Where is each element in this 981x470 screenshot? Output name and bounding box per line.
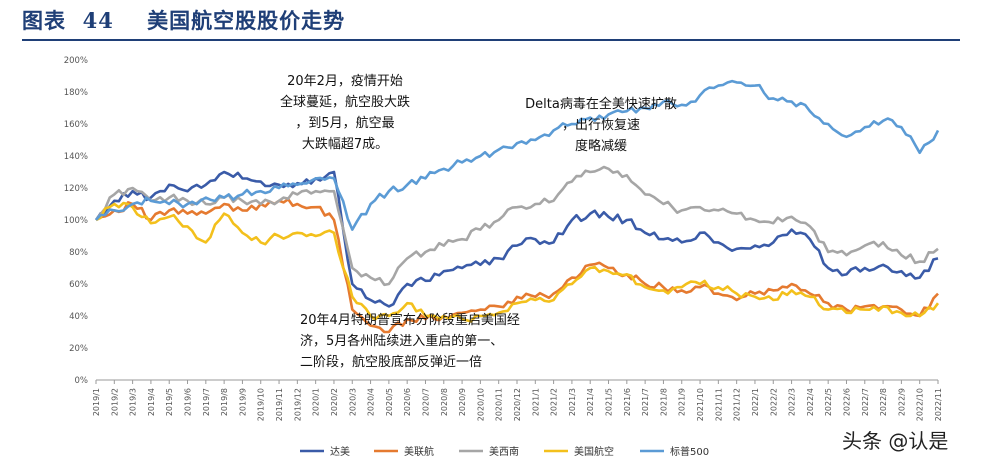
annotation-1: Delta病毒在全美快速扩散，出行恢复速度略减缓	[525, 96, 677, 154]
annotation-0: 20年2月，疫情开始全球蔓延，航空股大跌，到5月，航空最大跌幅超7成。	[280, 73, 410, 152]
x-tick-label: 2020/9	[458, 388, 467, 416]
legend-label-4: 标普500	[670, 445, 709, 458]
x-tick-label: 2020/12	[513, 388, 522, 421]
watermark: 头条 @认是	[842, 429, 949, 453]
x-tick-label: 2021/11	[714, 388, 723, 421]
series-line-3	[95, 201, 940, 323]
x-tick-label: 2022/6	[842, 388, 851, 416]
x-tick-label: 2019/1	[92, 388, 101, 416]
x-tick-label: 2020/11	[495, 388, 504, 421]
x-tick-label: 2020/3	[348, 388, 357, 416]
x-tick-label: 2021/3	[568, 388, 577, 416]
x-tick-label: 2019/11	[275, 388, 284, 421]
x-tick-label: 2020/2	[330, 388, 339, 416]
y-tick-label: 120%	[64, 184, 88, 194]
x-tick-label: 2021/1	[531, 388, 540, 416]
x-tick-label: 2021/10	[696, 388, 705, 421]
series-line-0	[94, 170, 939, 308]
title-divider	[22, 39, 960, 41]
y-tick-label: 180%	[64, 88, 88, 98]
x-tick-label: 2021/5	[605, 388, 614, 416]
x-tick-label: 2022/10	[916, 388, 925, 421]
legend-label-0: 达美	[330, 445, 350, 458]
y-tick-label: 100%	[64, 216, 88, 226]
x-tick-label: 2020/10	[476, 388, 485, 421]
series-line-1	[95, 198, 939, 334]
y-tick-label: 140%	[64, 152, 88, 162]
y-tick-label: 80%	[69, 248, 88, 258]
x-tick-label: 2020/8	[440, 388, 449, 416]
x-tick-label: 2022/9	[897, 388, 906, 416]
x-tick-label: 2019/7	[202, 388, 211, 416]
x-tick-label: 2021/12	[733, 388, 742, 421]
x-tick-label: 2020/6	[403, 388, 412, 416]
y-tick-label: 200%	[64, 56, 88, 66]
series-line-2	[94, 165, 939, 287]
x-tick-label: 2019/4	[147, 388, 156, 416]
x-tick-label: 2019/8	[220, 388, 229, 416]
legend-label-1: 美联航	[404, 445, 434, 458]
series-line-4	[95, 79, 940, 231]
x-tick-label: 2019/5	[165, 388, 174, 416]
x-tick-label: 2021/7	[641, 388, 650, 416]
y-tick-label: 20%	[69, 344, 88, 354]
y-tick-label: 60%	[69, 280, 88, 290]
y-tick-label: 0%	[75, 376, 89, 386]
x-tick-label: 2022/1	[751, 388, 760, 416]
annotation-2: 20年4月特朗普宣布分阶段重启美国经济，5月各州陆续进入重启的第一、二阶段，航空…	[300, 312, 520, 370]
x-tick-label: 2021/6	[623, 388, 632, 416]
x-tick-label: 2019/9	[238, 388, 247, 416]
x-tick-label: 2022/4	[806, 388, 815, 416]
x-tick-label: 2021/9	[678, 388, 687, 416]
x-tick-label: 2019/3	[129, 388, 138, 416]
x-tick-label: 2022/2	[769, 388, 778, 416]
x-tick-label: 2022/7	[861, 388, 870, 416]
x-tick-label: 2020/7	[421, 388, 430, 416]
page-title: 图表 44 美国航空股股价走势	[22, 8, 346, 33]
x-tick-label: 2020/5	[385, 388, 394, 416]
x-tick-label: 2019/12	[293, 388, 302, 421]
x-tick-label: 2022/3	[788, 388, 797, 416]
x-tick-label: 2022/11	[934, 388, 943, 421]
x-tick-label: 2022/8	[879, 388, 888, 416]
title-bar: 图表 44 美国航空股股价走势	[0, 0, 981, 44]
x-tick-label: 2020/1	[312, 388, 321, 416]
x-tick-label: 2021/4	[586, 388, 595, 416]
x-tick-label: 2019/6	[184, 388, 193, 416]
legend-label-3: 美国航空	[574, 445, 614, 458]
x-tick-label: 2021/2	[550, 388, 559, 416]
x-tick-label: 2020/4	[367, 388, 376, 416]
y-tick-label: 160%	[64, 120, 88, 130]
x-tick-label: 2022/5	[824, 388, 833, 416]
legend-label-2: 美西南	[489, 445, 519, 458]
x-tick-label: 2019/10	[257, 388, 266, 421]
x-tick-label: 2021/8	[659, 388, 668, 416]
x-tick-label: 2019/2	[110, 388, 119, 416]
y-tick-label: 40%	[69, 312, 88, 322]
